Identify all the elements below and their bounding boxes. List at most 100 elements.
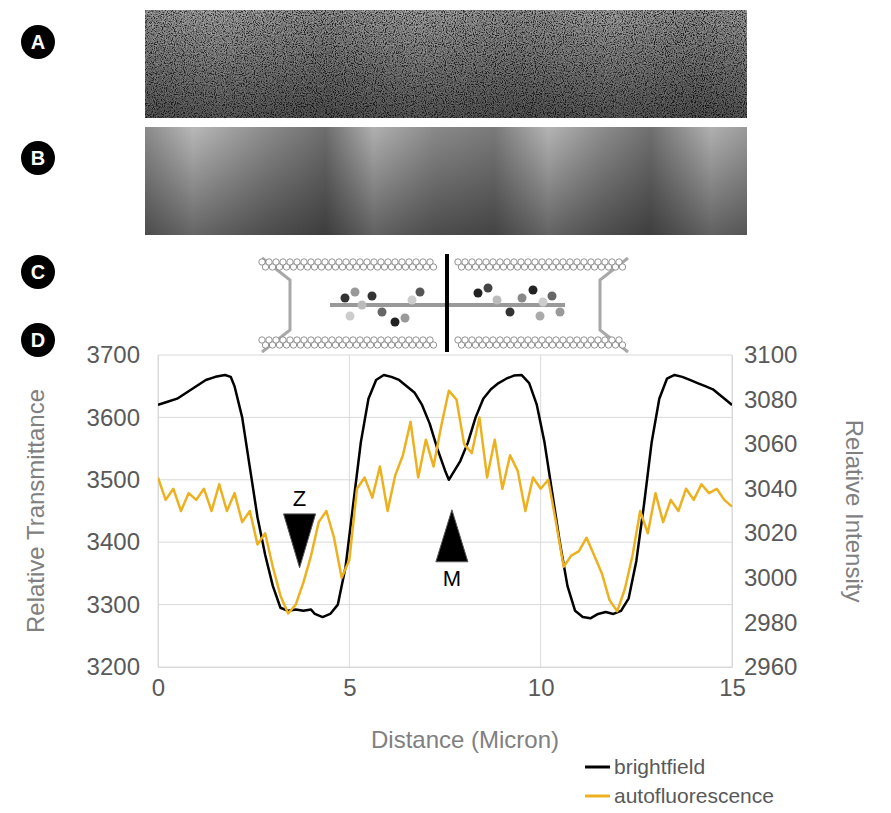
actin-bead (430, 264, 436, 270)
myosin-head (529, 286, 538, 295)
myosin-head (378, 308, 387, 317)
z-disc (262, 258, 290, 352)
myosin-head (518, 294, 527, 303)
actin-bead (430, 342, 436, 348)
tick: 3020 (732, 519, 797, 546)
legend-swatch (585, 795, 610, 798)
tick-label: 3100 (744, 341, 797, 368)
myosin-head (474, 289, 483, 298)
x-axis-title: Distance (Micron) (371, 726, 559, 753)
panel-label: D (31, 329, 45, 351)
actin-bead (619, 264, 625, 270)
panel-label: A (31, 31, 45, 53)
tick-label: 3500 (87, 466, 140, 493)
tick: 3200 (87, 653, 158, 680)
series-line (158, 391, 732, 614)
z-disc (600, 258, 628, 352)
legend-label: brightfield (614, 755, 705, 778)
myosin-head (506, 308, 515, 317)
tick: 5 (343, 667, 356, 701)
myosin-head (351, 288, 360, 297)
myosin-head (416, 288, 425, 297)
grid-line-x (158, 355, 159, 667)
myosin-head (341, 294, 350, 303)
annotation-label: Z (293, 486, 306, 511)
myosin-head (539, 298, 548, 307)
axis-line (732, 356, 733, 668)
myosin-head (484, 284, 493, 293)
panel-label: C (31, 261, 45, 283)
panel-badge (21, 323, 55, 357)
tick-label: 3600 (87, 404, 140, 431)
grid-line-y (158, 417, 732, 418)
tick: 3600 (87, 404, 158, 431)
grid-line-y (158, 355, 732, 356)
image-shade (145, 127, 747, 235)
grid-line-x (349, 355, 350, 667)
tick-label: 3060 (744, 430, 797, 457)
tick: 3300 (87, 591, 158, 618)
legend-swatch (585, 766, 610, 769)
myosin-head (493, 296, 502, 305)
axis-line (158, 356, 159, 668)
myosin-head (346, 312, 355, 321)
tick: 2980 (732, 609, 797, 636)
grid (158, 355, 732, 667)
tick-label: 0 (152, 674, 165, 701)
y-axis-title: Relative Transmittance (22, 389, 49, 633)
actin-bead (619, 342, 625, 348)
x-axis: 051015 (152, 667, 746, 701)
image-base (145, 127, 747, 235)
tick-label: 15 (719, 674, 746, 701)
tick: 3060 (732, 430, 797, 457)
legend-label: autofluorescence (614, 784, 774, 807)
figure: ABCD051015320033003400350036003700296029… (0, 0, 891, 813)
plot-area (158, 375, 732, 618)
myosin-head (358, 301, 367, 310)
y2-axis-title: Relative Intensity (841, 420, 868, 603)
image-shade (145, 10, 747, 118)
y-axis: 3200 3300 3400 3500 3600 3700 (87, 341, 159, 680)
tick-label: 3700 (87, 341, 140, 368)
panel-badge (21, 25, 55, 59)
grid-line-x (732, 355, 733, 667)
tick: 3000 (732, 564, 797, 591)
tick-label: 3020 (744, 519, 797, 546)
y2-axis: 2960 2980 3000 3020 3040 3060 3080 3100 (732, 341, 797, 680)
grid-line-y (158, 604, 732, 605)
tick: 3500 (87, 466, 158, 493)
tick-label: 2980 (744, 609, 797, 636)
tick-label: 3000 (744, 564, 797, 591)
myosin-head (368, 292, 377, 301)
panel-label: B (31, 147, 45, 169)
tick: 2960 (732, 653, 797, 680)
panel-badge (21, 255, 55, 289)
annotation-arrow (436, 510, 468, 562)
grid-line-y (158, 667, 732, 668)
tick-label: 2960 (744, 653, 797, 680)
tick-label: 3200 (87, 653, 140, 680)
axis-line (159, 667, 733, 668)
tick: 3080 (732, 386, 797, 413)
tick-label: 3080 (744, 386, 797, 413)
tick: 3040 (732, 475, 797, 502)
tick-label: 3400 (87, 528, 140, 555)
tick: 3700 (87, 341, 158, 368)
tick-label: 3300 (87, 591, 140, 618)
panel-badge (21, 141, 55, 175)
tick: 0 (152, 667, 165, 701)
myosin-head (548, 292, 557, 301)
m-line (445, 254, 449, 352)
legend: brightfield autofluorescence (585, 755, 774, 807)
tick-label: 5 (343, 674, 356, 701)
sarcomere-schematic (259, 254, 628, 352)
tick: 3100 (732, 341, 797, 368)
image-base (145, 10, 747, 118)
myosin-head (408, 296, 417, 305)
annotations: ZM (284, 486, 468, 591)
image-noise (145, 10, 747, 118)
myosin-head (401, 314, 410, 323)
myosin-head (536, 312, 545, 321)
panel-a-image (145, 10, 747, 118)
tick: 15 (719, 667, 746, 701)
